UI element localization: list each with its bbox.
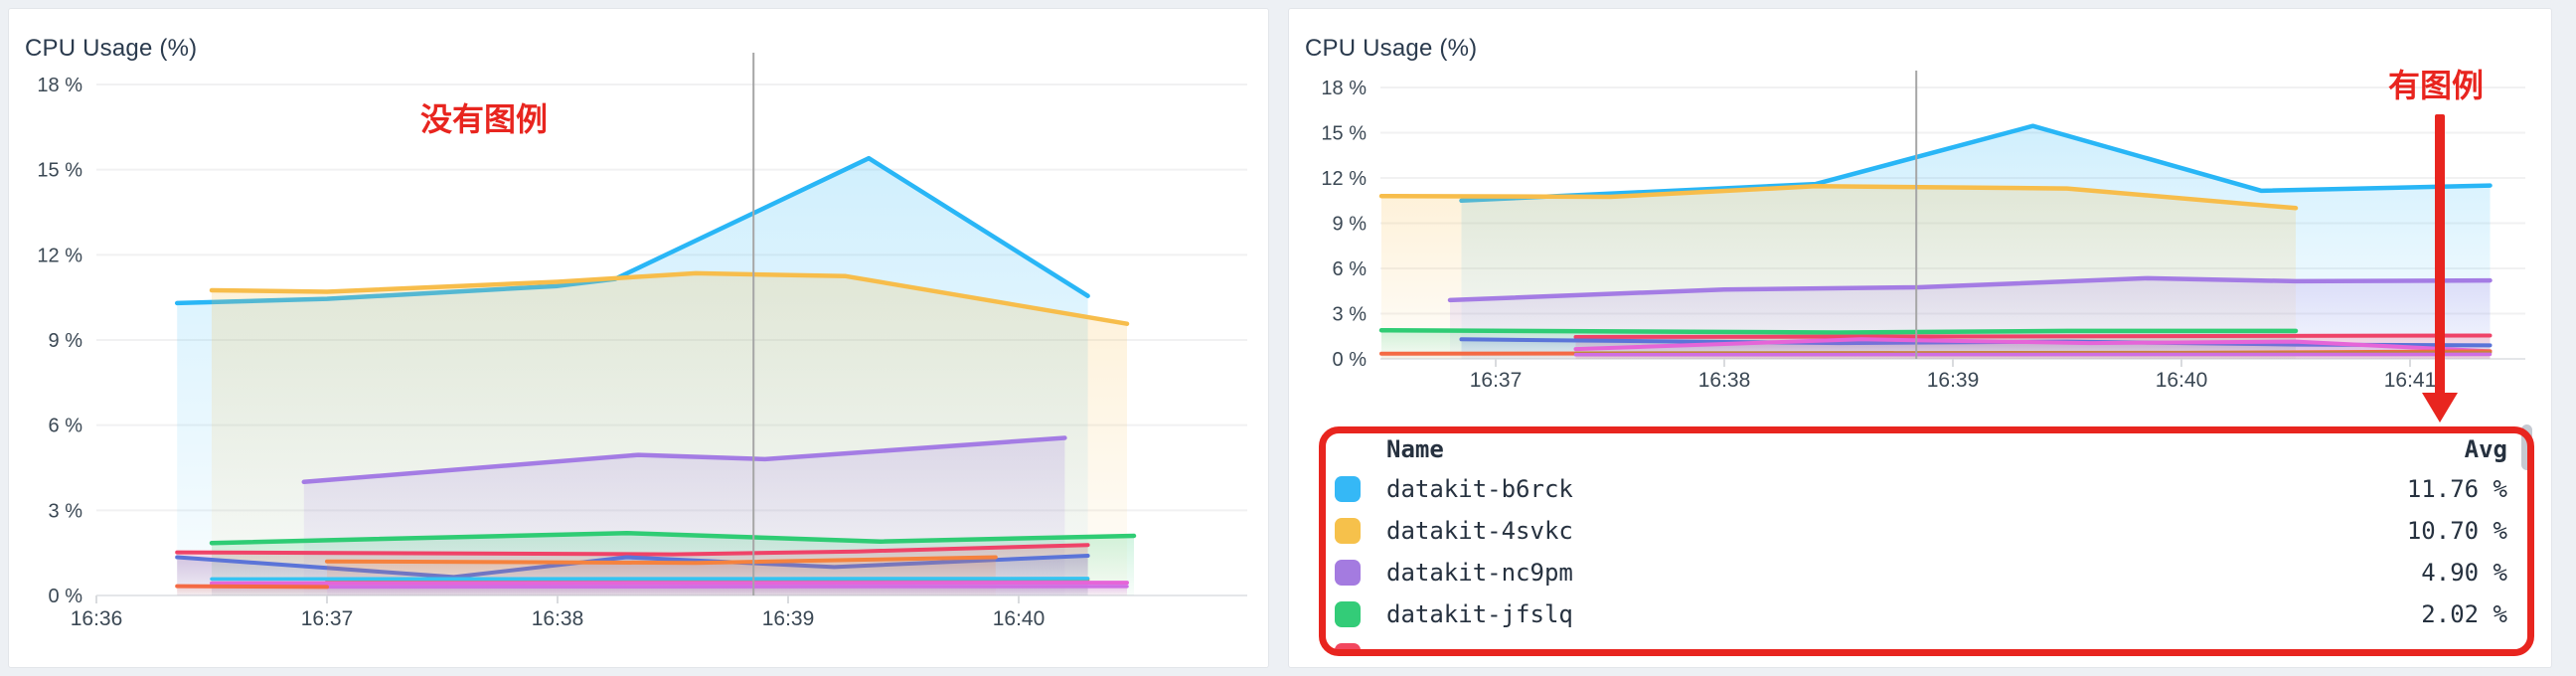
line-series-magenta xyxy=(210,581,1129,586)
y-tick-label: 9 % xyxy=(1333,214,1368,236)
red-arrow-shaft xyxy=(2435,114,2445,395)
line-series-violet xyxy=(325,585,1129,590)
no-legend-annotation: 没有图例 xyxy=(420,101,549,137)
left-chart-title: CPU Usage (%) xyxy=(25,35,198,62)
line-series-cyan xyxy=(210,577,1090,582)
legend-avg-header: Avg xyxy=(2464,435,2507,463)
legend-series-avg: 10.70 % xyxy=(2406,517,2507,545)
line-series-red xyxy=(1573,333,2493,339)
legend-swatch-icon xyxy=(1335,518,1361,544)
right-chart-panel: CPU Usage (%) 0 % 3 % 6 % 9 % 12 % 15 % 18 % 16… xyxy=(1288,8,2552,668)
legend-name-header: Name xyxy=(1386,435,1444,463)
x-tick-label: 16:38 xyxy=(1698,369,1751,392)
y-tick-label: 12 % xyxy=(1321,168,1367,190)
has-legend-annotation: 有图例 xyxy=(2388,68,2485,103)
legend-series-name: datakit-jfslq xyxy=(1386,600,1573,628)
legend-series-avg: 11.76 % xyxy=(2406,475,2507,503)
legend-header-row: Name Avg xyxy=(1329,430,2507,468)
y-tick-label: 0 % xyxy=(1333,349,1368,371)
legend-swatch-icon xyxy=(1335,643,1361,653)
y-tick-label: 15 % xyxy=(1321,123,1367,145)
line-datakit-b6rck xyxy=(1459,123,2493,204)
x-tick-label: 16:37 xyxy=(301,607,354,630)
line-datakit-4svkc xyxy=(1378,184,2299,211)
line-datakit-4svkc xyxy=(209,270,1130,326)
legend-row[interactable]: datakit-jfslq 2.02 % xyxy=(1329,593,2507,635)
line-series-red xyxy=(175,543,1090,557)
legend-scrollbar-thumb[interactable] xyxy=(2521,424,2532,470)
legend-swatch-icon xyxy=(1335,560,1361,586)
line-series-orange xyxy=(325,555,998,566)
line-series-magenta xyxy=(1573,337,2493,354)
legend-swatch-icon xyxy=(1335,476,1361,502)
y-tick-label: 12 % xyxy=(37,245,82,266)
legend-row[interactable]: datakit-4svkc 10.70 % xyxy=(1329,510,2507,552)
legend-row[interactable] xyxy=(1329,635,2507,653)
x-tick-label: 16:39 xyxy=(1927,369,1980,392)
legend-row[interactable]: datakit-nc9pm 4.90 % xyxy=(1329,552,2507,593)
legend-table: Name Avg datakit-b6rck 11.76 % datakit-4sv… xyxy=(1329,430,2507,653)
left-chart-panel: CPU Usage (%) 0 % 3 % 6 % 9 % 12 % 15 % 18 % 16… xyxy=(8,8,1269,668)
y-tick-label: 3 % xyxy=(49,500,83,522)
line-series-redorange xyxy=(175,584,329,590)
line-datakit-nc9pm xyxy=(1447,275,2493,303)
x-tick-label: 16:39 xyxy=(762,607,815,630)
legend-series-name: datakit-4svkc xyxy=(1386,517,1573,545)
red-arrow-head-icon xyxy=(2422,393,2458,422)
area-series-violet xyxy=(327,586,1127,595)
right-chart-title: CPU Usage (%) xyxy=(1305,35,1478,62)
line-datakit-jfslq xyxy=(1378,327,2299,335)
y-tick-label: 18 % xyxy=(37,75,82,96)
x-tick-label: 16:38 xyxy=(532,607,584,630)
y-tick-label: 15 % xyxy=(37,160,82,182)
x-tick-label: 16:40 xyxy=(2156,369,2208,392)
legend-series-name: datakit-b6rck xyxy=(1386,475,1573,503)
y-tick-label: 9 % xyxy=(49,330,83,352)
x-tick-label: 16:37 xyxy=(1470,369,1523,392)
red-arrow-annotation xyxy=(2422,114,2458,424)
legend-series-name: datakit-nc9pm xyxy=(1386,559,1573,587)
x-tick-label: 16:40 xyxy=(993,607,1046,630)
right-chart-svg[interactable]: 0 % 3 % 6 % 9 % 12 % 15 % 18 % 16:37 16:38 16:39 1… xyxy=(1289,9,2551,667)
x-tick-label: 16:36 xyxy=(71,607,123,630)
legend-series-avg: 4.90 % xyxy=(2421,559,2507,587)
left-chart-svg[interactable]: 0 % 3 % 6 % 9 % 12 % 15 % 18 % 16:36 16:37 16:38 1… xyxy=(9,9,1268,667)
legend-row[interactable]: datakit-b6rck 11.76 % xyxy=(1329,468,2507,510)
y-tick-label: 3 % xyxy=(1333,304,1368,326)
line-datakit-nc9pm xyxy=(301,435,1067,485)
y-tick-label: 6 % xyxy=(49,416,83,437)
y-tick-label: 0 % xyxy=(49,586,83,607)
y-tick-label: 6 % xyxy=(1333,258,1368,280)
legend-series-avg: 2.02 % xyxy=(2421,600,2507,628)
y-tick-label: 18 % xyxy=(1321,78,1367,99)
legend-swatch-icon xyxy=(1335,601,1361,627)
x-tick-label: 16:41 xyxy=(2384,369,2437,392)
